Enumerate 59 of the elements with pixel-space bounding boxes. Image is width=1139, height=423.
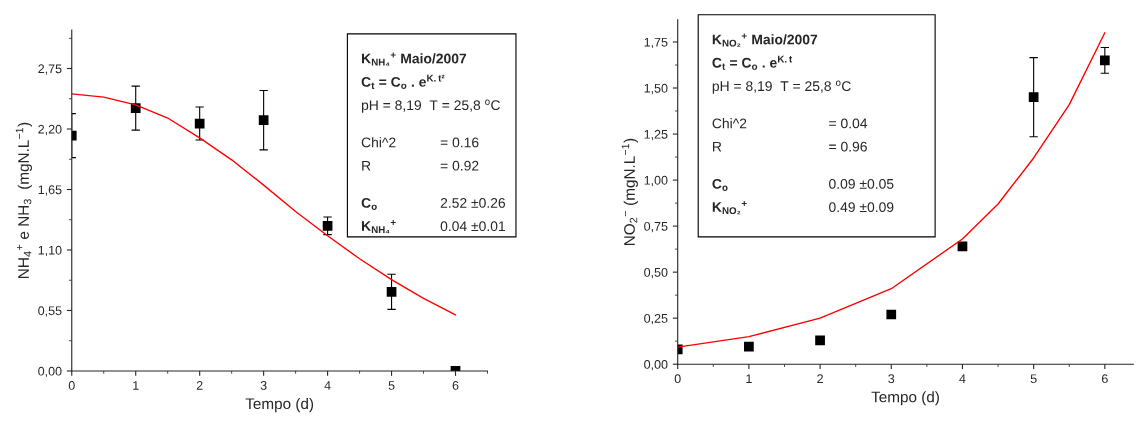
annotation: = 0.16 xyxy=(440,137,479,148)
annotation: = 0.96 xyxy=(829,141,867,152)
x-tick-label: 4 xyxy=(959,374,966,383)
annotation: C$_{o}$ xyxy=(712,178,728,191)
point xyxy=(957,241,968,252)
x-tick-label: 5 xyxy=(388,381,395,390)
y-tick-label: 1,65 xyxy=(38,185,62,196)
y-tick-label: 1,00 xyxy=(644,175,668,187)
annotation: = 0.92 xyxy=(440,160,479,171)
annotation: 2.52 ±0.26 xyxy=(440,197,506,208)
annotation: 0.04 ±0.01 xyxy=(440,221,505,232)
x-tick-label: 1 xyxy=(746,374,752,383)
annotation: K$_{NO₂}$$^{+}$ xyxy=(712,200,747,215)
annotation: 0.49 ±0.09 xyxy=(829,202,894,213)
point xyxy=(886,309,897,320)
y-tick-label: 0,75 xyxy=(644,221,668,233)
y-axis-title: NO$_{2}$$^{−}$ (mgN.L$^{−1}$) xyxy=(621,138,638,246)
point xyxy=(815,335,825,346)
annotation: R xyxy=(713,141,722,152)
y-tick-label: 2,20 xyxy=(38,124,62,136)
y-tick-label: 0,55 xyxy=(38,306,62,317)
point xyxy=(744,341,754,352)
x-tick-label: 3 xyxy=(260,381,267,390)
y-tick-label: 0,00 xyxy=(38,366,62,378)
annotation: K$_{NO₂}$$^{+}$ Maio/2007 xyxy=(712,33,818,47)
y-tick-label: 1,75 xyxy=(644,37,668,49)
x-axis-title: Tempo (d) xyxy=(871,391,939,406)
y-tick-label: 1,50 xyxy=(644,83,668,95)
x-tick-label: 5 xyxy=(1030,374,1037,384)
x-tick-label: 6 xyxy=(1101,374,1108,384)
x-tick-label: 3 xyxy=(888,374,895,384)
y-axis-title: NH$_{4}$$^{+}$ e NH$_{3}$ (mgN.L$^{−1}$) xyxy=(15,122,32,278)
annotation: K$_{NH₄}$$^{+}$ Maio/2007 xyxy=(361,52,467,66)
x-tick-label: 1 xyxy=(133,381,139,390)
x-tick-label: 6 xyxy=(452,381,459,390)
y-tick-label: 1,10 xyxy=(38,245,62,257)
x-tick-label: 2 xyxy=(817,374,823,383)
x-tick-label: 0 xyxy=(674,374,681,384)
annotation: pH = 8,19 T = 25,8 $^{o}$C xyxy=(361,99,500,113)
y-tick-label: 0,50 xyxy=(644,267,668,279)
x-tick-label: 2 xyxy=(196,381,203,390)
annotation: 0.09 ±0.05 xyxy=(829,178,894,189)
annotation: R xyxy=(362,160,371,171)
y-tick-label: 2,75 xyxy=(38,64,62,75)
x-tick-label: 4 xyxy=(324,381,331,390)
annotation: Chi^2 xyxy=(361,137,396,148)
annotation: Chi^2 xyxy=(712,118,747,129)
annotation: = 0.04 xyxy=(829,118,868,129)
annotation: C$_{t}$ = C$_{o}$ . e$^{K.t²}$ xyxy=(361,74,445,89)
y-tick-label: 1,25 xyxy=(644,129,668,141)
y-tick-label: 0,25 xyxy=(644,313,668,325)
annotation: C$_{t}$ = C$_{o}$ . e$^{K.t}$ xyxy=(712,55,793,70)
x-axis-title: Tempo (d) xyxy=(245,397,314,413)
y-tick-label: 0,00 xyxy=(644,360,668,371)
point xyxy=(1028,92,1039,103)
annotation: pH = 8,19 T = 25,8 $^{o}$C xyxy=(712,80,851,94)
annotation: K$_{NH₄}$$^{+}$ xyxy=(361,219,396,234)
annotation: C$_{o}$ xyxy=(361,197,377,210)
x-tick-label: 0 xyxy=(68,381,75,390)
